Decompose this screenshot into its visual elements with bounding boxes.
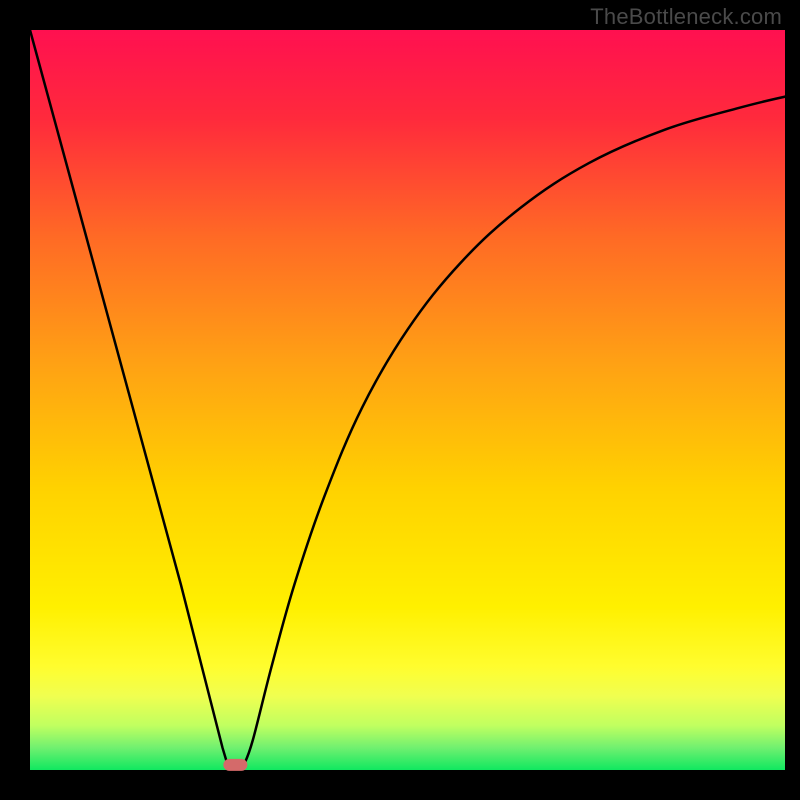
watermark-text: TheBottleneck.com [590, 4, 782, 30]
dip-marker [223, 759, 247, 771]
bottleneck-chart [0, 0, 800, 800]
plot-area [30, 30, 785, 770]
